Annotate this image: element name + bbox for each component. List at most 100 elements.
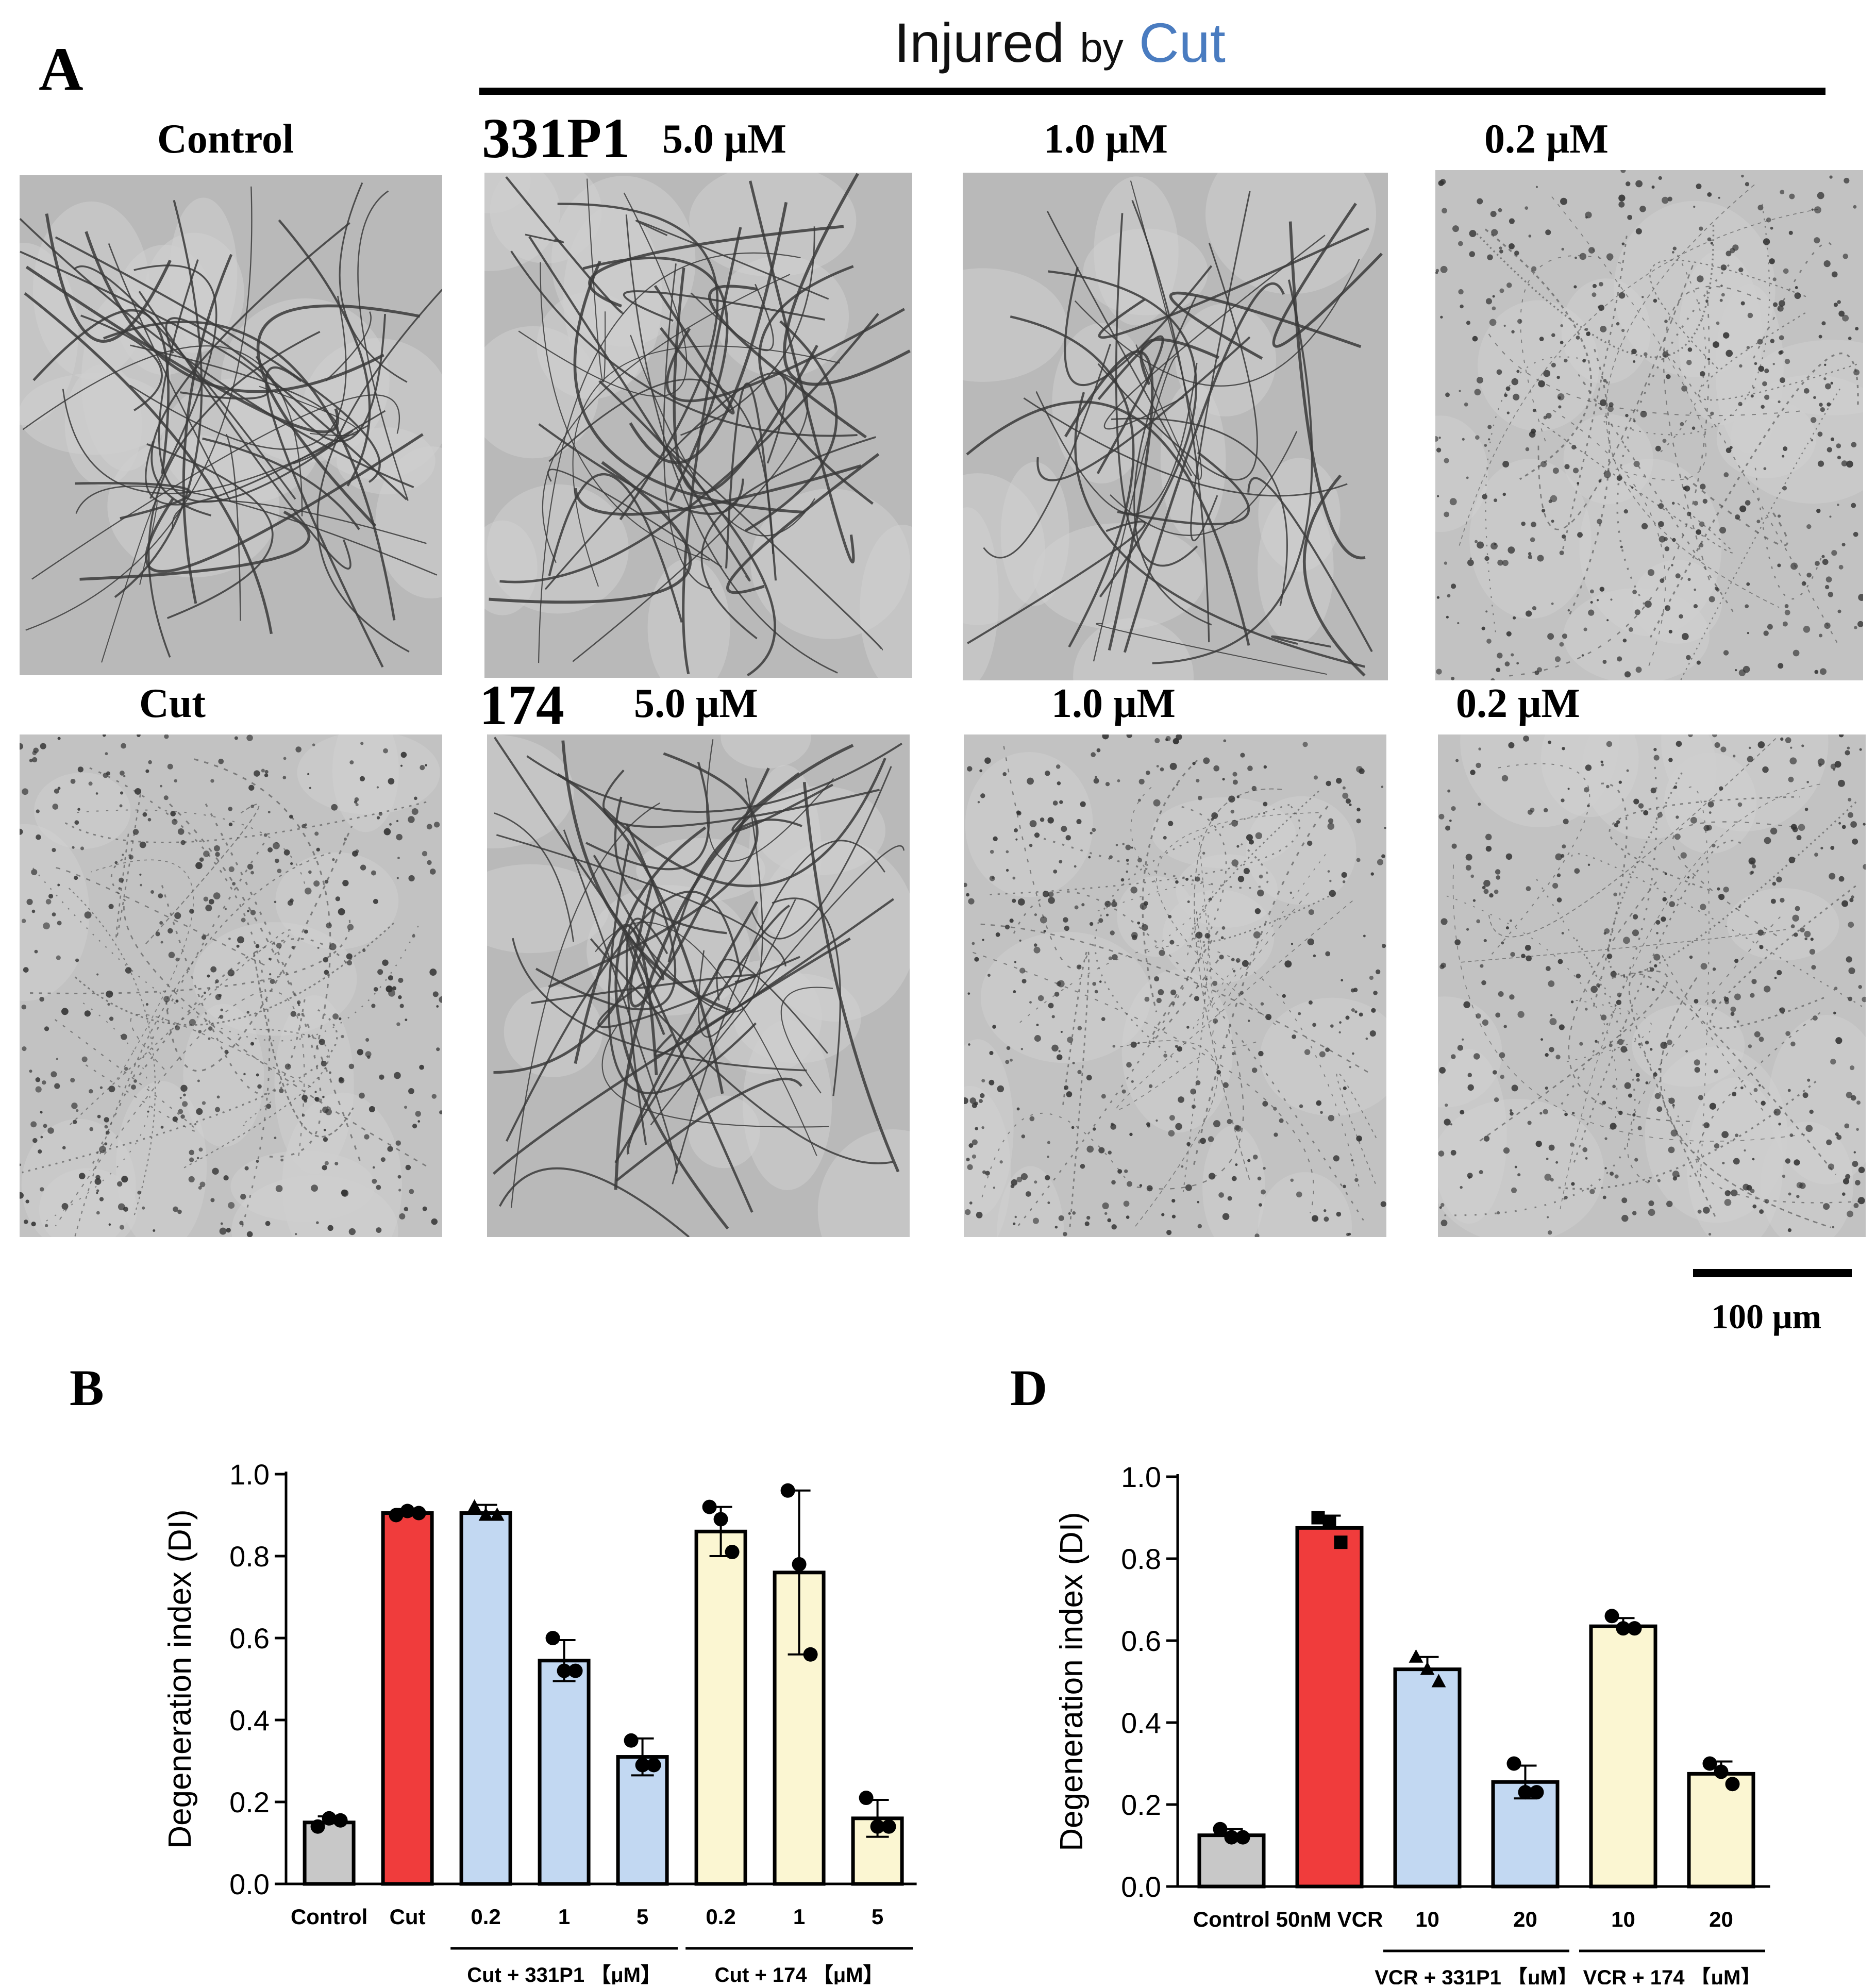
bar [773, 1571, 826, 1886]
bar [381, 1511, 434, 1886]
data-point [322, 1811, 337, 1826]
data-point [624, 1733, 639, 1748]
y-tick-label: 0.0 [1121, 1871, 1161, 1903]
data-point [635, 1758, 650, 1773]
row1-conc-02: 0.2 μM [1484, 116, 1609, 162]
micrograph-texture [963, 173, 1388, 680]
data-point [1506, 1756, 1521, 1771]
y-tick-label: 0.6 [229, 1622, 270, 1655]
data-point [1518, 1785, 1533, 1800]
drug-331p1-label: 331P1 [482, 107, 630, 170]
y-tick-label: 0.6 [1121, 1625, 1161, 1657]
y-tick-label: 0.2 [229, 1786, 270, 1818]
x-tick-label: Control [291, 1905, 367, 1929]
micrograph-texture [1435, 170, 1863, 680]
data-point [1311, 1511, 1325, 1525]
y-tick-label: 0.4 [229, 1704, 270, 1736]
data-point [1725, 1777, 1740, 1792]
micrograph-texture [487, 734, 910, 1237]
bar [1687, 1772, 1755, 1889]
y-axis-label: Degeneration index (DI) [1054, 1512, 1090, 1851]
data-point [792, 1557, 807, 1572]
x-tick-label: 1 [558, 1905, 570, 1929]
data-point [333, 1813, 348, 1828]
row2-conc-1: 1.0 μM [1051, 681, 1176, 726]
row2-conc-5: 5.0 μM [634, 681, 758, 726]
row1-conc-1: 1.0 μM [1044, 116, 1168, 162]
x-tick-label: 10 [1611, 1907, 1635, 1931]
data-point [870, 1819, 885, 1834]
micrograph-texture [964, 734, 1386, 1237]
data-point [1213, 1822, 1228, 1836]
micrograph-174-5um [487, 734, 910, 1237]
panel-b-letter: B [70, 1359, 104, 1416]
x-tick-label: 1 [793, 1905, 805, 1929]
scale-bar [1693, 1269, 1852, 1277]
data-point [1431, 1674, 1446, 1688]
data-point [1322, 1515, 1336, 1529]
data-point [1529, 1785, 1544, 1800]
micrograph-174-1um [964, 734, 1386, 1237]
data-point [1604, 1609, 1619, 1624]
cut-text: Cut [1138, 11, 1226, 74]
data-point [646, 1758, 661, 1773]
data-point [411, 1506, 426, 1521]
group-label: Cut + 331P1 【μM】 [467, 1964, 661, 1984]
bar [459, 1511, 512, 1886]
data-point [1714, 1764, 1729, 1779]
y-tick-label: 0.2 [1121, 1789, 1161, 1821]
x-tick-label: 5 [636, 1905, 648, 1929]
y-tick-label: 0.8 [1121, 1543, 1161, 1575]
micrograph-331p1-5um [484, 173, 912, 678]
scale-bar-label: 100 μm [1711, 1297, 1822, 1336]
data-point [545, 1631, 560, 1645]
x-tick-label: 20 [1513, 1907, 1537, 1931]
bar [1393, 1667, 1462, 1889]
x-tick-label: 0.2 [471, 1905, 500, 1929]
bar [616, 1755, 669, 1886]
data-point [780, 1483, 795, 1498]
control-label: Control [157, 116, 294, 162]
injured-text: Injured [894, 11, 1065, 74]
bar [1589, 1624, 1657, 1889]
cut-label: Cut [139, 681, 206, 726]
y-tick-label: 1.0 [1121, 1461, 1161, 1493]
x-tick-label: Control [1193, 1907, 1270, 1931]
data-point [1702, 1756, 1717, 1771]
data-point [1616, 1621, 1631, 1636]
x-tick-label: 10 [1415, 1907, 1439, 1931]
group-label: VCR + 331P1 【μM】 [1375, 1966, 1578, 1984]
data-point [725, 1545, 740, 1560]
panel-a-letter: A [39, 35, 83, 103]
panel-d-letter: D [1010, 1359, 1048, 1416]
data-point [1627, 1621, 1642, 1636]
micrograph-texture [484, 173, 912, 678]
y-axis-label: Degeneration index (DI) [162, 1509, 198, 1848]
data-point [478, 1507, 493, 1521]
data-point [713, 1512, 728, 1527]
group-label: VCR + 174 【μM】 [1583, 1966, 1762, 1984]
micrograph-cut [20, 734, 442, 1237]
by-text: by [1080, 25, 1124, 71]
drug-174-label: 174 [479, 674, 564, 737]
row2-conc-02: 0.2 μM [1456, 681, 1580, 726]
header-rule [479, 88, 1825, 95]
data-point [881, 1819, 896, 1834]
bar [303, 1821, 356, 1886]
row1-conc-5: 5.0 μM [662, 116, 786, 162]
data-point [1235, 1830, 1250, 1845]
data-point [1334, 1535, 1348, 1549]
data-point [1409, 1649, 1423, 1663]
data-point [310, 1819, 325, 1834]
data-point [702, 1499, 717, 1514]
y-tick-label: 0.4 [1121, 1707, 1161, 1739]
x-tick-label: Cut [390, 1905, 426, 1929]
x-tick-label: 20 [1709, 1907, 1733, 1931]
bar [694, 1529, 747, 1886]
x-tick-label: 0.2 [706, 1905, 735, 1929]
y-tick-label: 1.0 [229, 1458, 270, 1491]
bar [538, 1659, 591, 1886]
data-point [859, 1791, 874, 1806]
chart-b: Degeneration index (DI) 0.0 0.2 0.4 0.6 0.8 1.… [162, 1458, 917, 1984]
micrograph-331p1-1um [963, 173, 1388, 680]
